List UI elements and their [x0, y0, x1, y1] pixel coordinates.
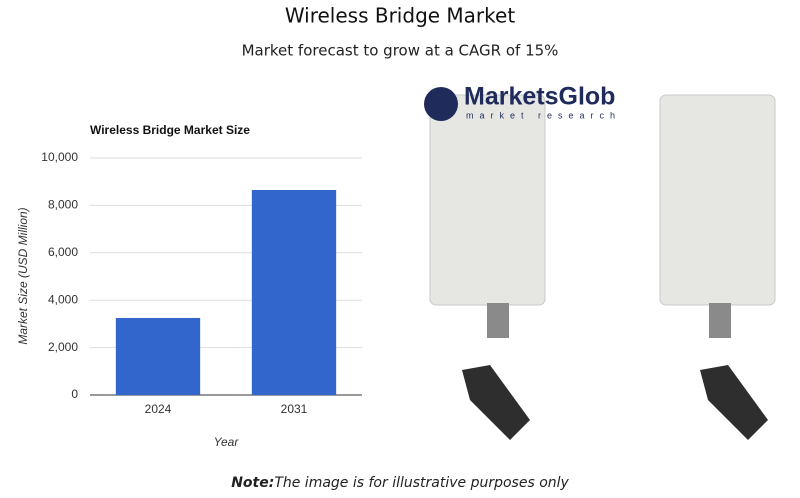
y-axis-label: Market Size (USD Million): [16, 207, 30, 344]
antenna-pole: [709, 303, 731, 338]
x-tick-label: 2031: [281, 402, 308, 416]
note-text: The image is for illustrative purposes o…: [274, 475, 569, 491]
y-tick-label: 6,000: [48, 245, 78, 259]
chart-title: Wireless Bridge Market Size: [90, 123, 250, 137]
antenna-pole: [487, 303, 509, 338]
x-tick-label: 2024: [145, 402, 172, 416]
antenna-panel: [429, 94, 546, 306]
page-title: Wireless Bridge Market: [285, 4, 516, 28]
x-axis-label: Year: [214, 435, 240, 449]
poe-adapter: [462, 365, 530, 440]
y-tick-label: 0: [71, 387, 78, 401]
bar: [251, 189, 337, 395]
product-illustration: [429, 94, 776, 440]
logo-name: MarketsGlob: [464, 83, 615, 111]
poe-adapter: [700, 365, 768, 440]
logo: MarketsGlob market research: [424, 83, 621, 121]
logo-globe: [424, 87, 458, 121]
bar: [115, 317, 201, 395]
note-label: Note:: [231, 475, 274, 491]
y-tick-label: 10,000: [41, 150, 78, 164]
y-tick-label: 2,000: [48, 340, 78, 354]
note: Note:The image is for illustrative purpo…: [231, 475, 569, 491]
y-tick-label: 4,000: [48, 292, 78, 306]
logo-tagline: market research: [466, 110, 621, 120]
page-subtitle: Market forecast to grow at a CAGR of 15%: [242, 42, 559, 60]
antenna-panel: [659, 94, 776, 306]
y-tick-label: 8,000: [48, 198, 78, 212]
